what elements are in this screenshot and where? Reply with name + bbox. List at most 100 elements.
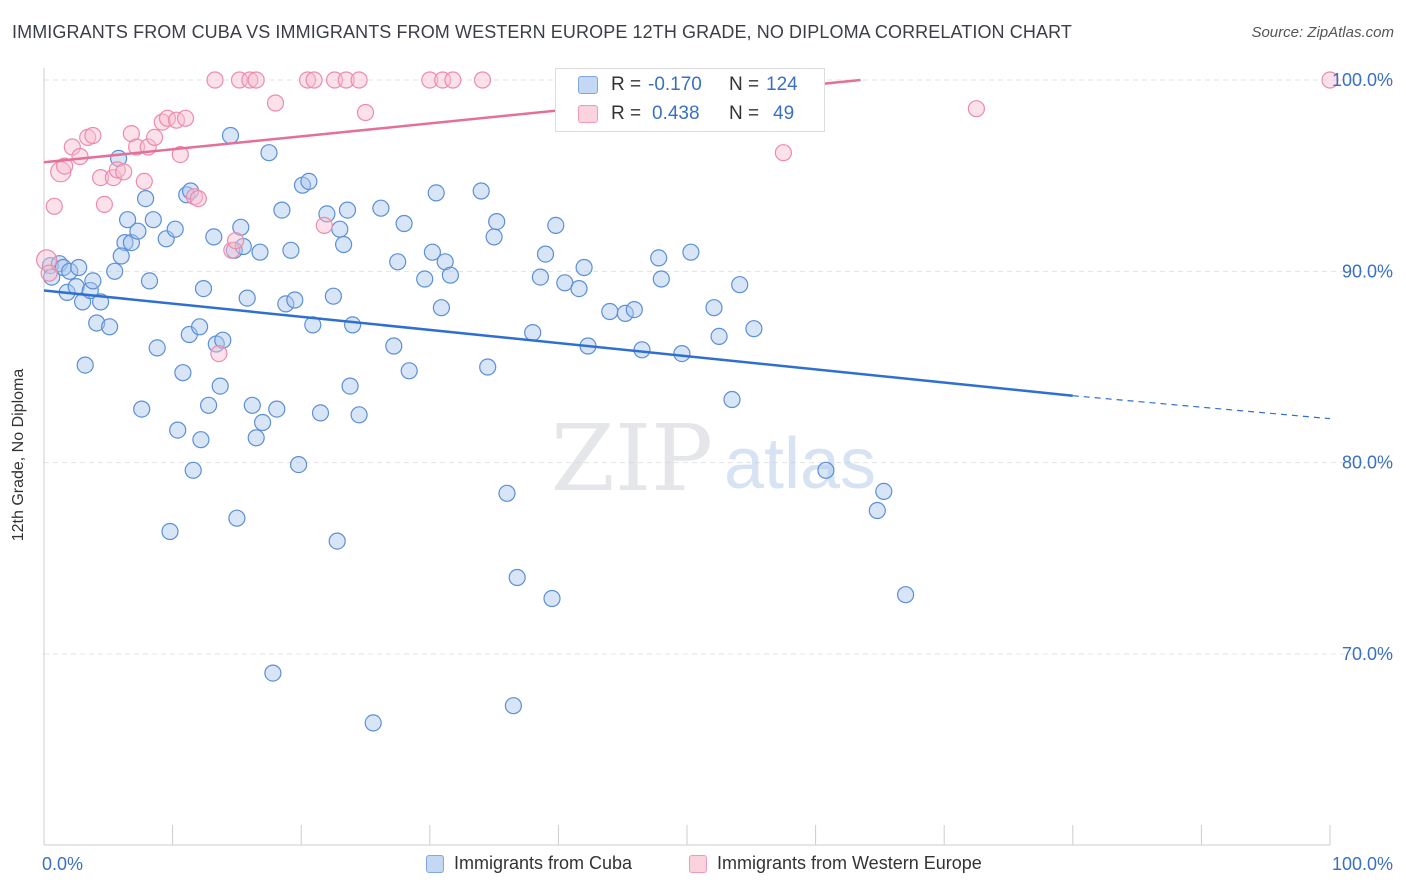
data-point — [277, 295, 295, 313]
data-point — [100, 318, 119, 336]
data-point — [875, 482, 893, 500]
data-point — [524, 324, 542, 342]
data-point — [194, 280, 213, 298]
legend-item-western-europe[interactable]: Immigrants from Western Europe — [689, 853, 982, 874]
data-point — [161, 522, 179, 541]
stats-n-label: N = — [729, 74, 760, 95]
data-point — [166, 220, 184, 238]
data-point — [543, 589, 561, 608]
data-point — [488, 213, 506, 231]
data-point — [335, 235, 353, 254]
stats-row-western-europe: R = 0.438 N = 49 — [556, 100, 824, 128]
data-point — [350, 406, 368, 424]
data-point — [40, 264, 58, 282]
data-point — [247, 429, 265, 447]
data-point — [498, 484, 516, 502]
data-point — [241, 71, 259, 89]
data-point — [389, 253, 407, 271]
data-point — [243, 396, 261, 414]
x-tick-label: 100.0% — [1332, 854, 1393, 874]
data-point — [337, 71, 355, 89]
data-point — [148, 339, 166, 357]
stats-r-value-western-europe: 0.438 — [652, 103, 700, 124]
data-point — [268, 400, 286, 418]
data-point — [55, 157, 74, 175]
data-point — [547, 216, 565, 234]
y-tick-label: 80.0% — [1342, 453, 1393, 473]
chart-title: IMMIGRANTS FROM CUBA VS IMMIGRANTS FROM … — [12, 22, 1072, 42]
series-cuba-points — [41, 126, 915, 732]
x-tick-label: 0.0% — [42, 854, 83, 874]
data-point — [315, 216, 333, 234]
data-point — [967, 100, 986, 118]
data-point — [254, 413, 272, 432]
data-point — [273, 201, 291, 219]
data-point — [247, 71, 265, 89]
data-point — [227, 232, 245, 250]
data-point — [731, 276, 749, 294]
data-point — [1321, 71, 1339, 89]
data-point — [868, 501, 886, 520]
stats-r-label: R = — [611, 103, 642, 124]
legend-item-cuba[interactable]: Immigrants from Cuba — [426, 853, 632, 874]
data-point — [745, 320, 763, 338]
data-point — [338, 201, 357, 219]
data-point — [118, 211, 137, 229]
data-point — [328, 532, 346, 550]
y-tick-label: 70.0% — [1342, 644, 1393, 664]
watermark: ZIP atlas — [551, 405, 876, 512]
data-point — [106, 262, 124, 280]
stats-swatch-cuba — [578, 76, 598, 94]
data-point — [205, 228, 223, 246]
data-point — [286, 291, 304, 309]
data-points — [35, 71, 1339, 732]
legend-label-western-europe: Immigrants from Western Europe — [717, 853, 982, 873]
data-point — [508, 568, 526, 587]
data-point — [601, 302, 619, 321]
data-point — [116, 234, 134, 252]
data-point — [356, 103, 375, 122]
data-point — [133, 400, 151, 418]
data-point — [650, 249, 668, 267]
data-point — [625, 301, 643, 319]
data-point — [35, 249, 58, 271]
data-point — [238, 289, 256, 307]
data-point — [129, 222, 147, 240]
stats-r-label: R = — [611, 74, 642, 95]
data-point — [421, 71, 439, 89]
data-point — [536, 245, 555, 263]
data-point — [432, 299, 450, 317]
data-point — [221, 126, 240, 145]
data-point — [84, 272, 102, 290]
stats-n-value-cuba: 124 — [766, 74, 798, 95]
data-point — [88, 314, 106, 332]
data-point — [192, 431, 210, 449]
data-point — [774, 144, 793, 162]
data-point — [479, 358, 497, 376]
data-point — [223, 241, 241, 259]
data-point — [211, 377, 229, 395]
legend-swatch-western-europe — [689, 854, 707, 873]
data-point — [556, 274, 574, 292]
stats-row-cuba: R = -0.170 N = 124 — [556, 71, 824, 99]
data-point — [174, 364, 192, 382]
data-point — [45, 197, 63, 215]
data-point — [260, 144, 278, 162]
data-point — [70, 258, 88, 277]
data-point — [115, 163, 133, 181]
data-point — [633, 341, 651, 359]
data-point — [416, 270, 434, 288]
data-point — [350, 71, 368, 89]
watermark-zip: ZIP — [551, 405, 713, 512]
data-point — [76, 356, 94, 374]
data-point — [400, 362, 418, 380]
data-point — [344, 316, 362, 334]
data-point — [705, 299, 723, 317]
data-point — [95, 195, 114, 213]
data-point — [444, 71, 462, 89]
data-point — [169, 421, 187, 439]
data-point — [504, 697, 523, 715]
data-point — [723, 390, 741, 409]
data-point — [228, 509, 246, 527]
